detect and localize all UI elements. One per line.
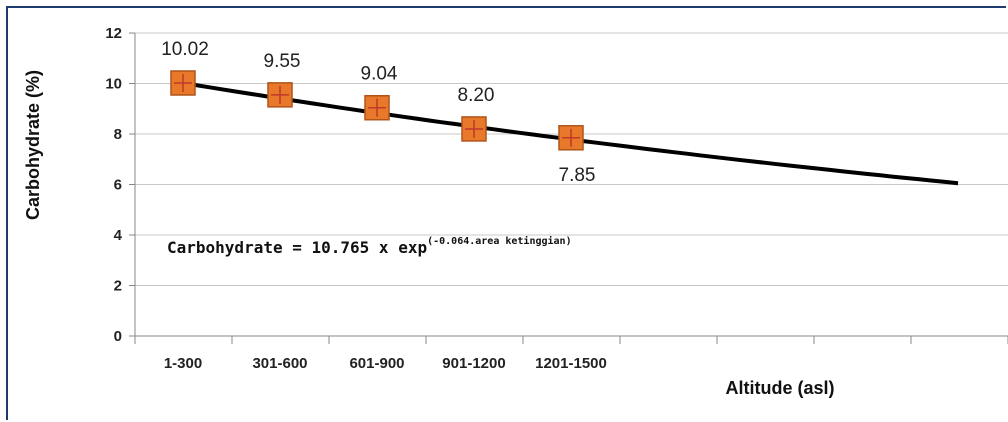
data-point-marker: [364, 94, 390, 121]
data-point-marker: [267, 82, 293, 108]
x-axis-title: Altitude (asl): [725, 378, 834, 398]
data-markers: [170, 70, 584, 151]
y-tick-label: 8: [114, 126, 122, 143]
y-tick-label: 2: [114, 278, 122, 295]
y-tick-label: 10: [105, 76, 122, 93]
trend-equation-main: Carbohydrate = 10.765 x exp: [167, 238, 427, 257]
x-tick-label: 901-1200: [442, 355, 505, 372]
x-tick-label: 1-300: [164, 355, 202, 372]
y-tick-label: 0: [114, 328, 122, 345]
y-axis-title: Carbohydrate (%): [23, 70, 43, 220]
data-label: 9.55: [264, 51, 301, 72]
data-label: 9.04: [361, 64, 398, 85]
x-tick-label: 301-600: [252, 355, 307, 372]
x-tick-label: 1201-1500: [535, 355, 607, 372]
trend-equation: Carbohydrate = 10.765 x exp(-0.064.area …: [167, 235, 572, 257]
y-tick-labels: 0 2 4 6 8 10 12: [105, 25, 122, 345]
data-labels: 10.02 9.55 9.04 8.20 7.85: [161, 39, 595, 186]
data-point-marker: [461, 116, 487, 142]
data-label: 10.02: [161, 39, 209, 60]
y-tick-label: 12: [105, 25, 122, 42]
x-tick-label: 601-900: [349, 355, 404, 372]
data-point-marker: [170, 70, 196, 96]
data-label: 8.20: [458, 85, 495, 106]
y-tick-label: 4: [114, 227, 123, 244]
x-tick-labels: 1-300 301-600 601-900 901-1200 1201-1500: [164, 355, 607, 372]
axes: [129, 32, 1008, 344]
data-label: 7.85: [559, 165, 596, 186]
y-tick-label: 6: [114, 177, 122, 194]
gridlines: [135, 32, 1008, 286]
trend-equation-exponent: (-0.064.area ketinggian): [427, 235, 572, 247]
data-point-marker: [558, 125, 584, 151]
